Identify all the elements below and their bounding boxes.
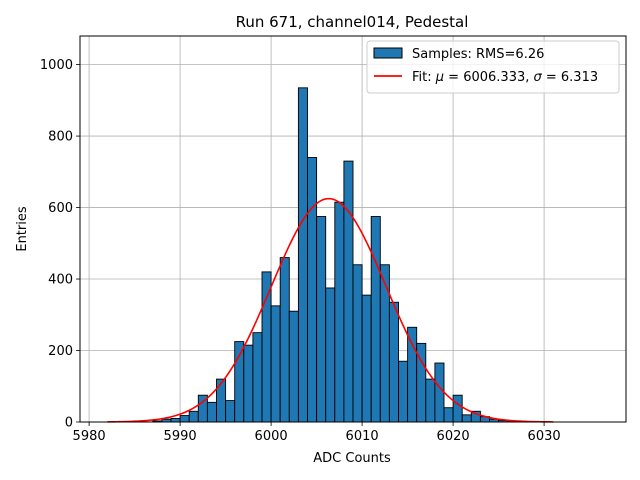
legend-fit-prefix: Fit: (412, 70, 436, 85)
legend-fit-sigma-value: = 6.313 (542, 70, 598, 85)
histogram-bar (170, 417, 181, 423)
x-tick-label: 5980 (73, 429, 106, 444)
x-tick-label: 5990 (164, 429, 197, 444)
legend-fit-sigma-symbol: σ (534, 70, 543, 85)
y-axis-label: Entries (15, 206, 30, 252)
histogram-bar (216, 378, 227, 423)
y-tick-label: 0 (65, 416, 73, 431)
legend-histogram-swatch (373, 47, 403, 59)
histogram-bar (316, 216, 327, 423)
y-axis-ticks: 0 200 400 600 800 1000 (40, 58, 80, 431)
histogram-bar (297, 87, 308, 423)
histogram-bar (261, 271, 272, 423)
chart-title: Run 671, channel014, Pedestal (236, 13, 469, 31)
histogram-bar (452, 394, 463, 423)
histogram-bar (407, 326, 418, 423)
histogram-bar (307, 157, 318, 423)
histogram-bar (252, 332, 263, 423)
histogram-bar (398, 360, 409, 423)
y-tick-label: 200 (48, 344, 73, 359)
x-axis-ticks: 5980 5990 6000 6010 6020 6030 (73, 422, 561, 444)
histogram-bar (325, 287, 336, 423)
y-tick-label: 400 (48, 273, 73, 288)
x-tick-label: 6030 (528, 429, 561, 444)
histogram-bar (243, 344, 254, 423)
legend-box (366, 40, 620, 94)
histogram-bars (152, 87, 518, 423)
histogram-bar (370, 216, 381, 423)
histogram-bar (270, 305, 281, 423)
histogram-bar (188, 410, 199, 423)
histogram-bar (379, 264, 390, 423)
histogram-bar (288, 310, 299, 423)
x-tick-label: 6010 (346, 429, 379, 444)
legend-fit-mu-value: = 6006.333, (444, 70, 533, 85)
y-tick-label: 600 (48, 201, 73, 216)
plot-frame (79, 35, 627, 423)
histogram-bar (225, 400, 236, 423)
histogram-bar (206, 401, 217, 423)
legend-fit-label: Fit: μ = 6006.333, σ = 6.313 (412, 70, 598, 85)
histogram-bar (343, 160, 354, 423)
histogram-bar (352, 264, 363, 423)
histogram-bar (234, 341, 245, 423)
histogram-bar (388, 301, 399, 423)
histogram-bar (334, 201, 345, 423)
histogram-bar (361, 294, 372, 423)
histogram-bar (179, 415, 190, 423)
legend-histogram-label: Samples: RMS=6.26 (412, 47, 544, 62)
histogram-bar (434, 362, 445, 423)
y-tick-label: 1000 (40, 58, 73, 73)
y-tick-label: 800 (48, 130, 73, 145)
legend-fit-mu-symbol: μ (435, 70, 444, 85)
x-tick-label: 6000 (255, 429, 288, 444)
histogram-bar (461, 414, 472, 423)
histogram-bar (425, 378, 436, 423)
histogram-bar (279, 257, 290, 423)
legend: Samples: RMS=6.26 Fit: μ = 6006.333, σ =… (366, 40, 620, 94)
histogram-bar (443, 407, 454, 423)
x-axis-label: ADC Counts (313, 451, 391, 466)
fit-curve (107, 197, 554, 423)
x-tick-label: 6020 (437, 429, 470, 444)
